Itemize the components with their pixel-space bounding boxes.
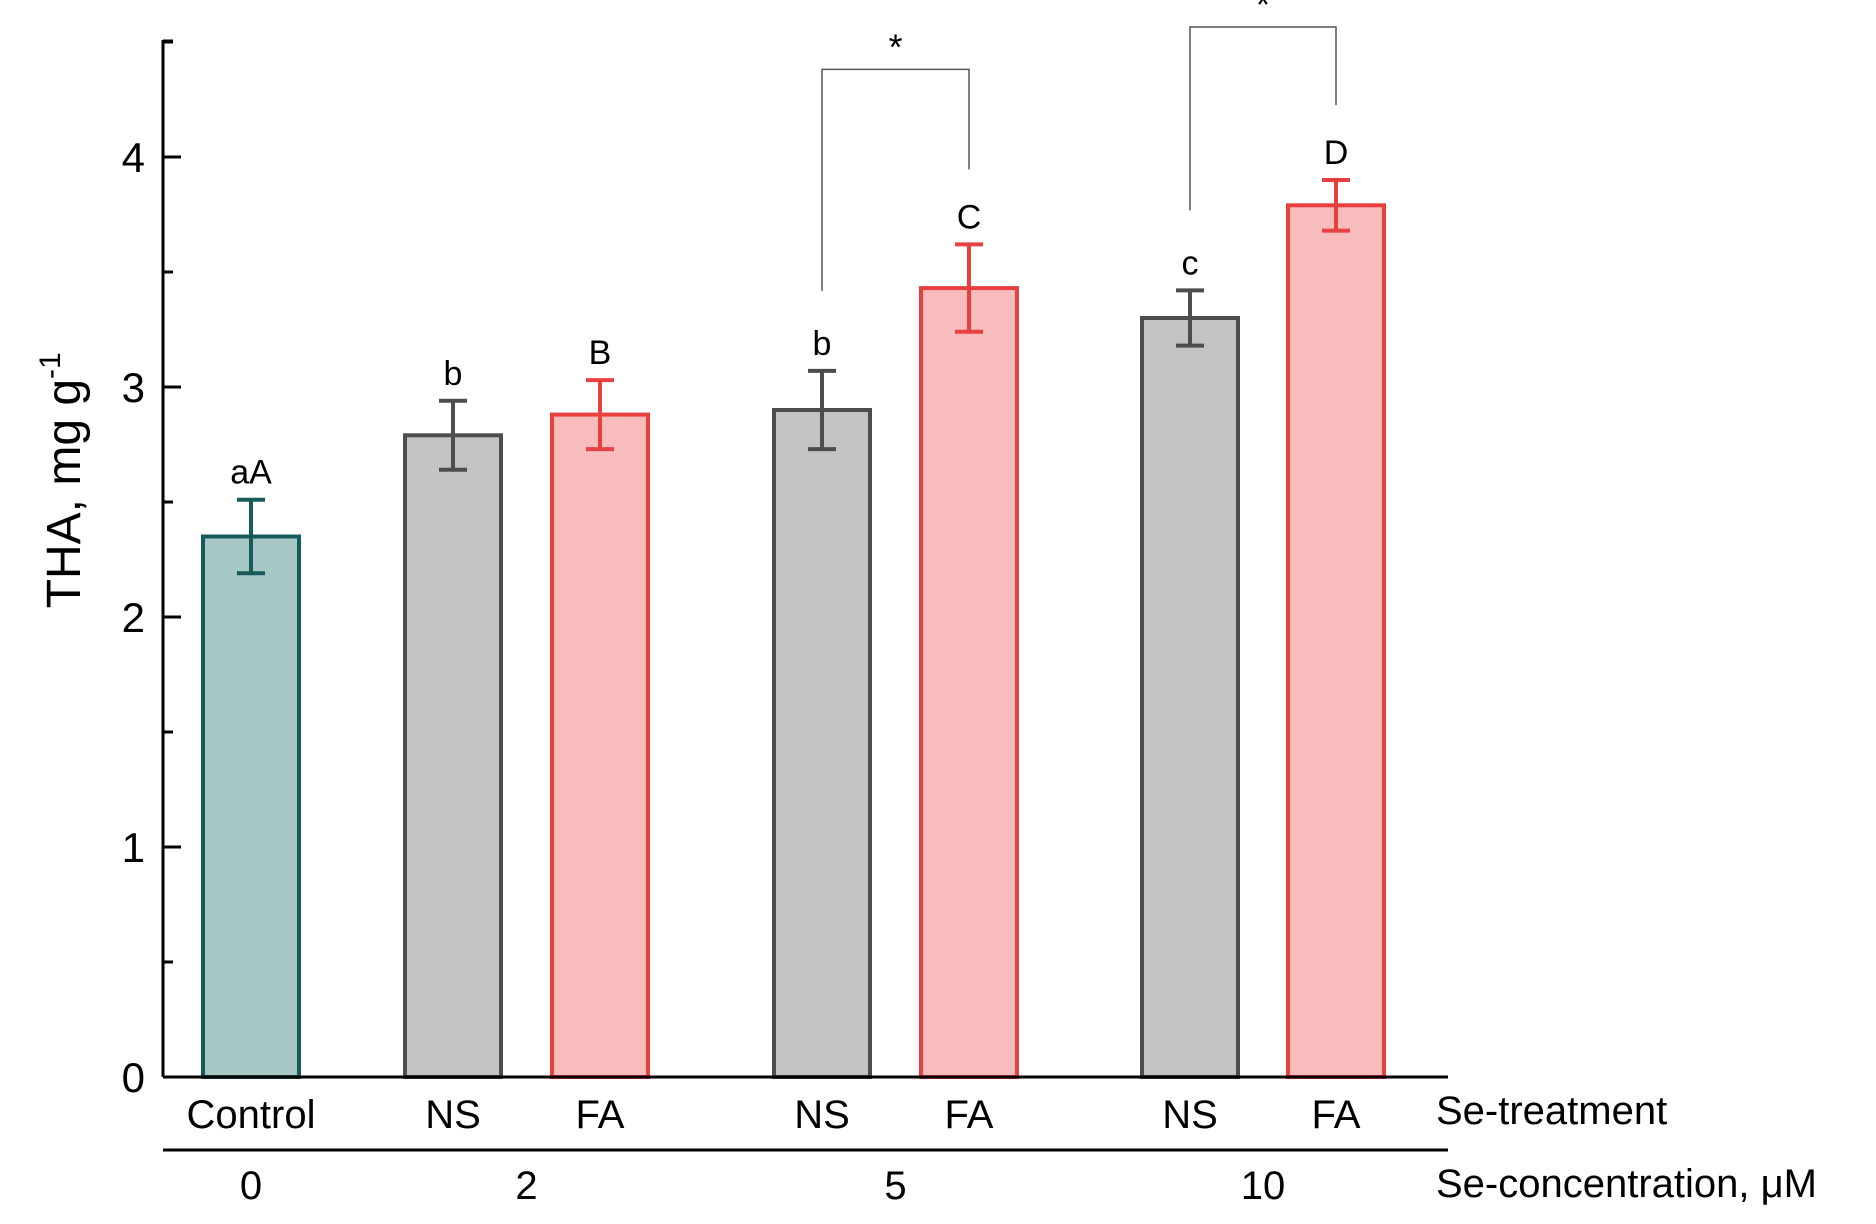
- significance-letter: c: [1182, 244, 1199, 282]
- bar-ns-2: [403, 433, 503, 1079]
- x-category-label: FA: [945, 1093, 994, 1137]
- y-axis-label: THA, mg g-1: [34, 352, 91, 608]
- concentration-group-label: 2: [515, 1164, 537, 1208]
- x-category-label: NS: [1162, 1093, 1218, 1137]
- y-tick-label: 1: [122, 824, 145, 871]
- se-concentration-row-label: Se-concentration, μM: [1436, 1162, 1817, 1206]
- significance-letter: D: [1324, 134, 1349, 172]
- significance-bracket: [1189, 26, 1337, 211]
- y-tick-label: 2: [122, 594, 145, 641]
- concentration-group-label: 0: [240, 1164, 262, 1208]
- significance-letter: C: [957, 198, 982, 236]
- bars-layer: [201, 178, 1386, 1080]
- y-tick-label: 3: [122, 364, 145, 411]
- bar-control-0: [201, 534, 301, 1079]
- x-category-label: FA: [1312, 1093, 1361, 1137]
- x-category-label: NS: [425, 1093, 481, 1137]
- se-treatment-row-label: Se-treatment: [1436, 1089, 1667, 1133]
- significance-bracket: [821, 68, 970, 291]
- significance-letter: B: [589, 334, 612, 372]
- x-category-label: Control: [187, 1093, 316, 1137]
- bar-fa-5: [919, 286, 1019, 1080]
- significance-star: *: [888, 26, 902, 67]
- bar-ns-5: [772, 408, 872, 1079]
- y-tick-label: 0: [122, 1054, 145, 1101]
- concentration-group-label: 10: [1241, 1164, 1286, 1208]
- bar-ns-10: [1140, 316, 1240, 1079]
- significance-star: *: [1256, 0, 1270, 25]
- significance-letter: aA: [230, 454, 272, 492]
- significance-letter: b: [813, 325, 832, 363]
- axes-layer: [161, 39, 1448, 1152]
- significance-layer: [821, 26, 1337, 291]
- concentration-group-label: 5: [884, 1164, 906, 1208]
- bar-fa-2: [550, 412, 650, 1080]
- y-axis-label-superscript: -1: [34, 352, 67, 379]
- labels-layer: THA, mg g-1 Se-treatment Se-concentratio…: [34, 0, 1817, 1208]
- x-category-label: NS: [794, 1093, 850, 1137]
- y-axis-label-main: THA, mg g: [38, 379, 91, 608]
- bar-fa-10: [1286, 203, 1386, 1080]
- significance-letter: b: [444, 355, 463, 393]
- y-tick-label: 4: [122, 134, 145, 181]
- x-category-label: FA: [576, 1093, 625, 1137]
